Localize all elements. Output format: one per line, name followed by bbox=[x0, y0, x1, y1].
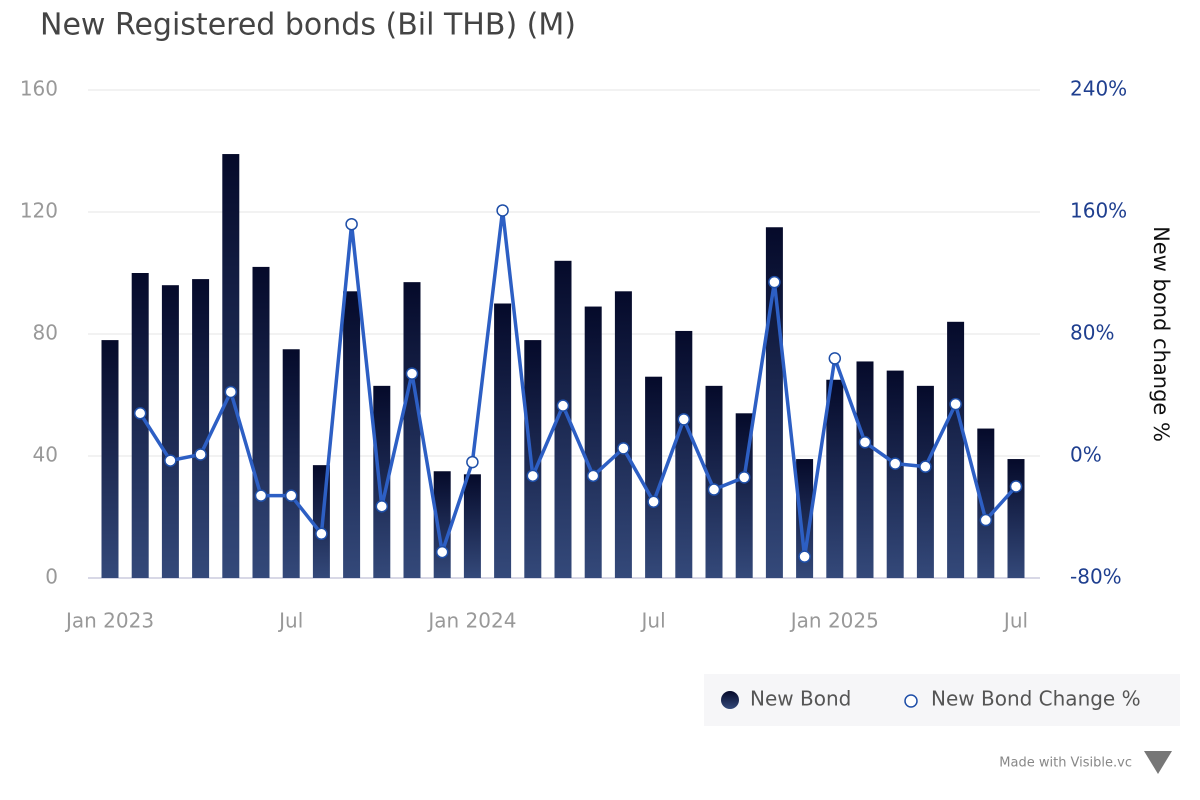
line-marker bbox=[345, 217, 358, 231]
bar bbox=[101, 340, 119, 578]
bar bbox=[192, 279, 210, 578]
bar bbox=[705, 385, 723, 578]
y2-tick-label: 160% bbox=[1070, 199, 1127, 223]
line-marker bbox=[526, 469, 540, 483]
line-marker bbox=[405, 367, 419, 380]
bar bbox=[463, 474, 481, 578]
line-marker bbox=[919, 460, 932, 473]
line-marker bbox=[979, 513, 993, 527]
line-marker bbox=[496, 204, 509, 217]
bar bbox=[554, 260, 572, 578]
logo bbox=[1144, 751, 1172, 774]
chart-title: New Registered bonds (Bil THB) (M) bbox=[40, 8, 576, 43]
bar bbox=[343, 291, 361, 578]
legend-box bbox=[704, 674, 1180, 726]
bar bbox=[916, 385, 934, 578]
bar bbox=[373, 385, 391, 578]
bar bbox=[584, 306, 602, 578]
credit: Made with Visible.vc bbox=[999, 756, 1132, 771]
bar bbox=[131, 273, 149, 578]
x-tick-label: Jan 2025 bbox=[789, 609, 879, 633]
line-marker bbox=[435, 545, 449, 559]
bar bbox=[675, 330, 693, 578]
line-marker bbox=[768, 275, 781, 289]
legend-swatch bbox=[904, 694, 918, 708]
bar bbox=[886, 370, 904, 578]
legend-label: New Bond bbox=[750, 687, 851, 711]
bar bbox=[977, 428, 995, 578]
y-tick-label: 120 bbox=[20, 199, 58, 223]
bar bbox=[222, 154, 240, 579]
line-marker bbox=[798, 550, 811, 563]
bar bbox=[856, 361, 874, 578]
line-marker bbox=[888, 457, 902, 470]
line-marker bbox=[647, 495, 660, 508]
bar bbox=[826, 379, 844, 578]
y-tick-label: 0 bbox=[45, 565, 58, 589]
line-marker bbox=[1009, 480, 1023, 493]
y2-tick-label: 80% bbox=[1070, 321, 1114, 345]
line-marker bbox=[284, 489, 298, 502]
line-marker bbox=[677, 413, 691, 426]
bar bbox=[947, 321, 965, 578]
line-marker bbox=[254, 489, 268, 502]
line-marker bbox=[375, 500, 389, 513]
y2-tick-label: 240% bbox=[1070, 77, 1127, 101]
x-tick-label: Jan 2024 bbox=[426, 609, 516, 633]
bar bbox=[403, 282, 421, 578]
x-tick-label: Jul bbox=[640, 609, 666, 633]
line-marker bbox=[617, 442, 630, 455]
line-marker bbox=[586, 469, 600, 483]
bar bbox=[494, 303, 512, 578]
bar bbox=[282, 349, 300, 578]
line-marker bbox=[133, 407, 147, 420]
line-marker bbox=[194, 448, 207, 461]
y-tick-label: 80 bbox=[33, 321, 58, 345]
x-tick-label: Jan 2023 bbox=[64, 609, 154, 633]
bar bbox=[1007, 459, 1025, 578]
bar bbox=[614, 291, 632, 578]
bar bbox=[645, 376, 663, 578]
x-tick-label: Jul bbox=[277, 609, 303, 633]
x-tick-label: Jul bbox=[1002, 609, 1028, 633]
legend-label: New Bond Change % bbox=[931, 687, 1141, 711]
line-marker bbox=[466, 455, 479, 469]
line-marker bbox=[949, 397, 962, 411]
line bbox=[138, 208, 1018, 559]
line-marker bbox=[737, 471, 751, 484]
line-marker bbox=[828, 352, 842, 365]
bar bbox=[161, 285, 179, 578]
y2-tick-label: -80% bbox=[1070, 565, 1122, 589]
legend-swatch bbox=[721, 691, 739, 709]
y2-tick-label: 0% bbox=[1070, 443, 1102, 467]
line-marker bbox=[164, 454, 177, 467]
bar bbox=[252, 266, 270, 578]
line-marker bbox=[858, 436, 872, 449]
line-marker bbox=[224, 385, 238, 399]
line-marker bbox=[315, 527, 328, 541]
bar bbox=[524, 340, 542, 578]
y-tick-label: 160 bbox=[20, 77, 58, 101]
y-tick-label: 40 bbox=[33, 443, 58, 467]
line-marker bbox=[556, 399, 570, 412]
bar bbox=[796, 459, 814, 578]
y2-axis-label: New bond change % bbox=[1149, 226, 1173, 442]
line-marker bbox=[707, 483, 721, 496]
